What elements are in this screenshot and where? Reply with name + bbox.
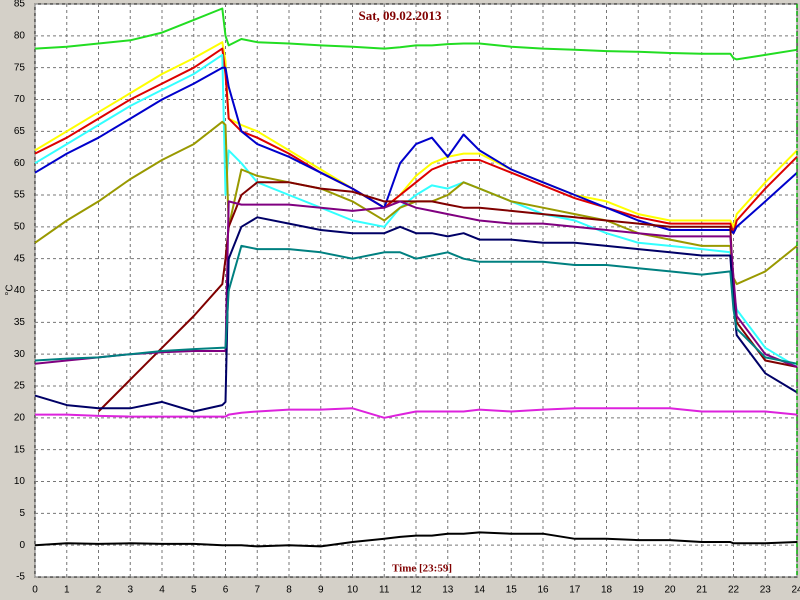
y-tick-label: 70 [14, 94, 26, 105]
lines [34, 7, 798, 548]
x-tick-label: 16 [537, 585, 549, 596]
x-tick-label: 5 [191, 585, 197, 596]
series-line [34, 244, 798, 365]
series-line [34, 66, 798, 235]
series-line [34, 531, 798, 548]
x-tick-label: 18 [601, 585, 613, 596]
x-tick-label: 7 [254, 585, 260, 596]
x-tick-label: 14 [474, 585, 486, 596]
y-tick-label: 25 [14, 381, 26, 392]
x-tick-label: 22 [728, 585, 740, 596]
y-tick-label: 30 [14, 349, 26, 360]
x-tick-label: 11 [379, 585, 390, 596]
y-tick-label: 50 [14, 221, 26, 232]
x-tick-label: 20 [664, 585, 676, 596]
series-line [97, 181, 798, 413]
series-line [34, 216, 798, 413]
series-line [34, 200, 798, 368]
x-tick-label: 17 [569, 585, 581, 596]
y-tick-label: 60 [14, 158, 26, 169]
x-tick-label: 9 [318, 585, 324, 596]
x-tick-label: 1 [64, 585, 70, 596]
x-tick-label: 0 [32, 585, 38, 596]
y-tick-label: -5 [16, 572, 25, 583]
y-tick-label: 35 [14, 317, 26, 328]
y-tick-label: 75 [14, 62, 26, 73]
series-line [34, 53, 798, 368]
y-tick-label: 40 [14, 285, 26, 296]
x-tick-label: 23 [760, 585, 772, 596]
x-tick-label: 3 [127, 585, 133, 596]
x-tick-label: 13 [442, 585, 454, 596]
x-tick-label: 21 [696, 585, 708, 596]
y-tick-label: 5 [19, 508, 25, 519]
y-tick-label: 45 [14, 253, 26, 264]
series-line [34, 41, 798, 228]
y-tick-label: 85 [14, 0, 26, 10]
x-tick-label: 24 [791, 585, 800, 596]
x-tick-label: 8 [286, 585, 292, 596]
chart-title: Sat, 09.02.2013 [358, 8, 442, 23]
y-tick-label: 65 [14, 126, 26, 137]
series-line [35, 407, 798, 419]
y-tick-label: 15 [14, 444, 26, 455]
y-tick-label: 20 [14, 412, 26, 423]
y-tick-label: 80 [14, 30, 26, 41]
series-line [34, 7, 798, 61]
x-tick-label: 4 [159, 585, 165, 596]
x-tick-label: 15 [506, 585, 518, 596]
x-axis-label: Time [23:59] [392, 563, 452, 575]
x-tick-label: 10 [347, 585, 359, 596]
y-tick-label: 10 [14, 476, 26, 487]
series-line [34, 47, 798, 235]
x-tick-label: 6 [223, 585, 229, 596]
y-axis-label: °C [5, 284, 16, 295]
x-tick-label: 19 [633, 585, 645, 596]
x-tick-label: 12 [410, 585, 422, 596]
y-tick-label: 0 [19, 540, 25, 551]
x-tick-label: 2 [96, 585, 102, 596]
y-tick-label: 55 [14, 190, 26, 201]
